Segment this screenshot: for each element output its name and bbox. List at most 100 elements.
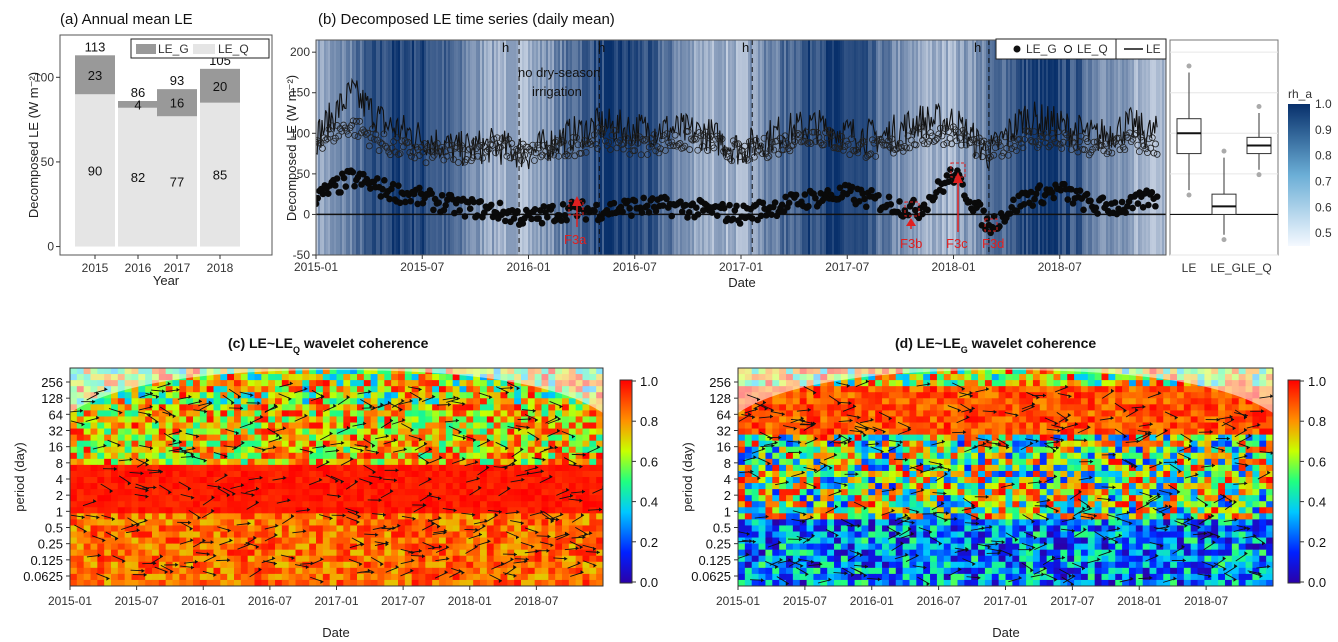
phase-arrowhead: [172, 414, 176, 419]
rh-stripe: [1116, 40, 1119, 255]
coherence-cell: [213, 428, 221, 436]
le-q-point: [408, 152, 415, 160]
coherence-cell: [452, 495, 461, 502]
coherence-cell: [309, 549, 317, 557]
coherence-cell: [432, 555, 440, 563]
coherence-cell: [473, 380, 481, 387]
coherence-cell: [527, 489, 536, 496]
coherence-cell: [480, 440, 488, 448]
le-g-point: [1039, 199, 1047, 207]
phase-arrowhead: [372, 443, 376, 448]
coherence-cell: [575, 519, 584, 527]
coherence-cell: [97, 404, 105, 411]
coherence-cell: [322, 495, 331, 502]
coherence-cell: [363, 458, 372, 466]
coherence-cell: [391, 525, 399, 533]
coherence-cell: [439, 404, 447, 411]
coherence-cell: [445, 410, 454, 418]
coherence-cell: [589, 567, 597, 575]
coherence-cell: [90, 434, 98, 442]
coherence-cell: [398, 392, 406, 399]
coherence-cell: [439, 555, 447, 563]
coherence-cell: [500, 404, 508, 411]
rh-stripe: [1010, 40, 1013, 255]
coherence-cell: [254, 495, 262, 502]
rh-stripe: [448, 40, 451, 255]
coherence-cell: [316, 386, 324, 393]
coherence-cell: [459, 410, 467, 418]
coherence-cell: [213, 543, 221, 551]
coherence-cell: [152, 470, 160, 478]
coherence-cell: [227, 416, 235, 424]
coherence-cell: [445, 549, 454, 557]
xtick-label-a-2017: 2017: [164, 261, 191, 275]
coherence-cell: [432, 531, 440, 539]
coherence-cell: [589, 549, 597, 557]
coherence-cell: [179, 567, 187, 575]
coherence-cell: [391, 446, 399, 454]
coherence-cell: [322, 392, 331, 399]
coherence-cell: [582, 519, 590, 527]
coherence-cell: [138, 525, 146, 533]
rh-stripe: [692, 40, 695, 255]
phase-arrowhead: [418, 387, 422, 392]
coherence-cell: [398, 440, 406, 448]
coherence-cell: [411, 489, 420, 496]
coherence-cell: [247, 440, 256, 448]
coherence-cell: [213, 446, 221, 454]
coherence-cell: [213, 464, 221, 472]
coherence-cell: [302, 416, 310, 424]
rh-stripe: [1034, 40, 1037, 255]
le-q-point: [668, 138, 676, 146]
coherence-cell: [527, 501, 536, 508]
le-g-point: [1094, 210, 1101, 217]
coherence-cell: [404, 452, 413, 460]
phase-arrowhead: [549, 445, 553, 450]
coherence-cell: [97, 422, 105, 430]
phase-arrowhead: [549, 474, 553, 479]
coherence-cell: [568, 464, 577, 472]
coherence-cell: [186, 410, 194, 418]
coherence-cell: [377, 537, 385, 545]
coherence-cell: [343, 464, 351, 472]
le-g-point: [763, 211, 770, 219]
coherence-cell: [466, 513, 474, 520]
coherence-cell: [562, 464, 570, 472]
coherence-cell: [254, 452, 262, 460]
le-q-point: [914, 124, 922, 132]
le-q-point: [1152, 140, 1159, 148]
le-q-point: [425, 146, 433, 154]
rh-stripe: [762, 40, 765, 255]
coherence-cell: [179, 452, 187, 460]
coherence-cell: [322, 567, 331, 575]
coherence-cell: [404, 410, 413, 418]
coherence-cell: [281, 495, 290, 502]
coherence-cell: [83, 519, 92, 527]
coherence-cell: [138, 422, 146, 430]
coherence-cell: [104, 410, 112, 418]
coherence-cell: [138, 543, 146, 551]
rh-tick-1.0: 1.0: [1315, 97, 1332, 111]
coherence-cell: [432, 410, 440, 418]
coherence-cell: [480, 392, 488, 399]
coherence-cell: [302, 422, 310, 430]
coherence-cell: [261, 495, 269, 502]
coherence-cell: [459, 392, 467, 399]
coherence-cell: [165, 440, 174, 448]
coherence-cell: [316, 452, 324, 460]
coherence-cell: [534, 519, 543, 527]
coherence-cell: [363, 549, 372, 557]
le-g-point: [643, 202, 651, 210]
coherence-cell: [186, 567, 194, 575]
coherence-cell: [548, 452, 556, 460]
le-q-point: [404, 138, 412, 146]
coherence-cell: [76, 579, 85, 586]
coherence-cell: [186, 543, 194, 551]
le-q-point: [658, 136, 666, 143]
coherence-cell: [240, 567, 249, 575]
coherence-cell: [131, 495, 139, 502]
coherence-cell: [124, 452, 133, 460]
le-g-point: [990, 212, 998, 220]
coherence-cell: [234, 531, 242, 539]
coherence-cell: [309, 368, 317, 375]
